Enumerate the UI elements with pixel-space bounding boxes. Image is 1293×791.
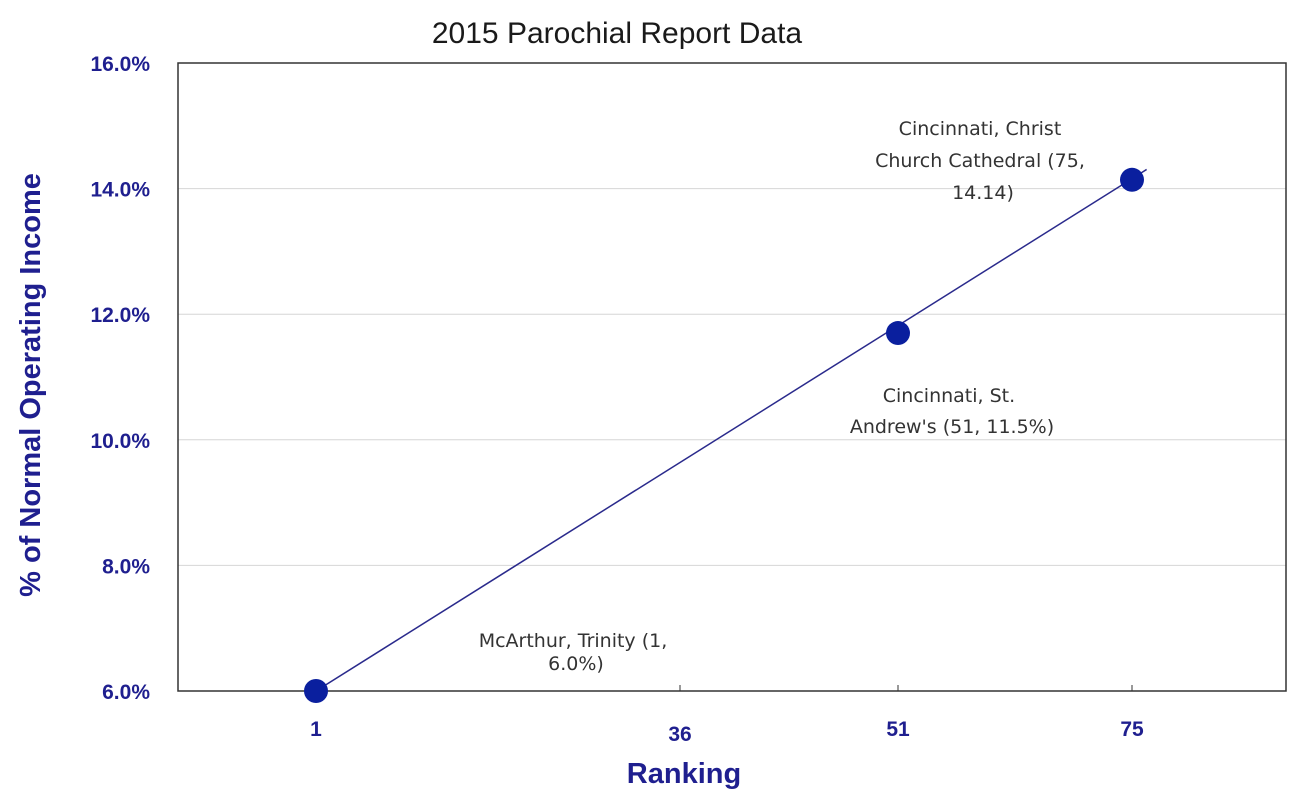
data-points: [304, 167, 1144, 703]
annotation-christ-church-line-1: Cincinnati, Christ: [899, 118, 1062, 140]
annotation-christ-church-line-2: Church Cathedral (75,: [875, 150, 1085, 172]
annotation-christ-church: Cincinnati, Christ Church Cathedral (75,…: [875, 118, 1091, 204]
x-tick-label: 51: [886, 718, 910, 741]
data-point: [304, 679, 328, 703]
data-point: [1120, 167, 1144, 192]
trend-line: [315, 168, 1148, 692]
x-axis-label: Ranking: [627, 758, 741, 790]
x-tick-label: 1: [310, 718, 322, 741]
x-tick-label: 75: [1120, 718, 1144, 741]
x-tick-label: 36: [668, 723, 691, 746]
chart-title: 2015 Parochial Report Data: [432, 17, 803, 50]
x-axis: 1 36 51 75: [310, 685, 1144, 746]
data-point: [886, 321, 910, 346]
y-tick-label: 14.0%: [90, 179, 150, 202]
plot-area: [177, 62, 1287, 692]
gridlines: [178, 188, 1286, 566]
y-tick-label: 12.0%: [90, 304, 150, 327]
annotation-mcarthur-line-1: McArthur, Trinity (1,: [479, 630, 668, 652]
y-tick-label: 6.0%: [102, 681, 150, 704]
annotation-st-andrews: Cincinnati, St. Andrew's (51, 11.5%): [850, 385, 1054, 438]
y-axis: 6.0% 8.0% 10.0% 12.0% 14.0% 16.0%: [90, 53, 150, 704]
annotation-st-andrews-line-2: Andrew's (51, 11.5%): [850, 416, 1054, 438]
annotation-christ-church-line-3: 14.14): [952, 182, 1014, 204]
y-axis-label: % of Normal Operating Income: [15, 173, 47, 597]
annotation-st-andrews-line-1: Cincinnati, St.: [883, 385, 1015, 407]
y-tick-label: 8.0%: [102, 555, 150, 578]
annotation-mcarthur: McArthur, Trinity (1, 6.0%): [479, 630, 674, 675]
y-tick-label: 10.0%: [90, 430, 150, 453]
y-tick-label: 16.0%: [90, 53, 150, 76]
annotation-mcarthur-line-2: 6.0%): [548, 653, 604, 675]
